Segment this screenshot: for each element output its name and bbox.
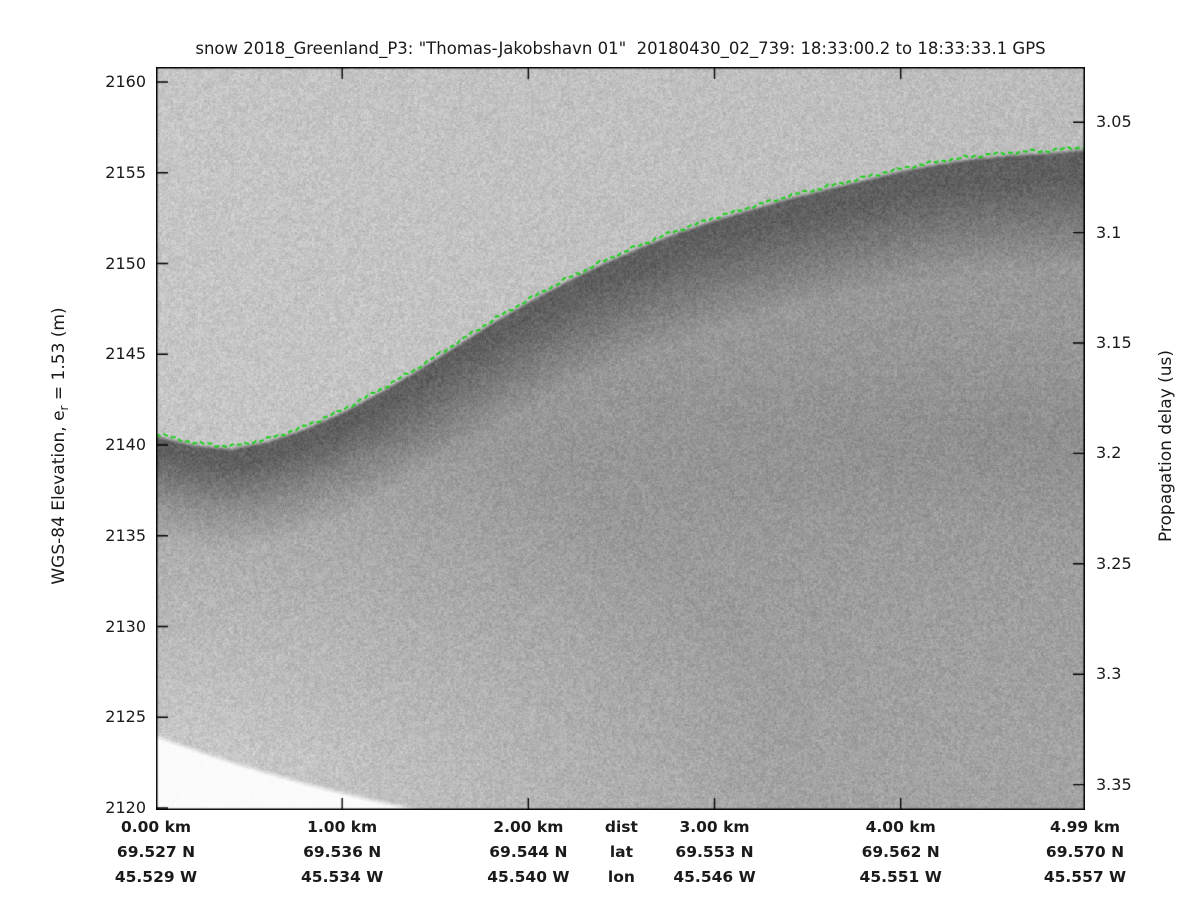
x-dist-label: 3.00 km [679, 818, 750, 836]
left-tick-label: 2150 [105, 253, 146, 273]
x-dist-label: 4.99 km [1049, 818, 1121, 836]
left-axis-label: WGS-84 Elevation, er = 1.53 (m) [49, 307, 71, 584]
x-lat-label: 69.570 N [1045, 843, 1125, 861]
left-tick-label: 2120 [105, 798, 146, 817]
right-tick-label: 3.1 [1096, 222, 1122, 242]
x-dist-label: 4.00 km [865, 818, 936, 836]
x-lat-label: 69.527 N [116, 843, 196, 861]
left-axis-label-pre: WGS-84 Elevation, e [48, 410, 69, 585]
left-tick-label: 2140 [105, 435, 146, 455]
x-lat-label: 69.553 N [675, 843, 754, 861]
x-lat-label: 69.562 N [861, 843, 940, 861]
right-tick-label: 3.3 [1096, 664, 1122, 684]
right-tick-label: 3.25 [1096, 553, 1132, 573]
left-axis-label-post: = 1.53 (m) [48, 307, 69, 406]
x-lon-label: 45.529 W [114, 868, 198, 886]
x-dist-label: 1.00 km [307, 818, 378, 836]
x-header-lon: lon [607, 868, 635, 886]
left-axis-label-sub: r [57, 405, 72, 411]
right-tick-label: 3.15 [1096, 333, 1132, 352]
echogram-canvas[interactable] [156, 67, 1085, 810]
x-lon-label: 45.557 W [1043, 868, 1127, 886]
left-tick-label: 2130 [105, 616, 146, 636]
x-lat-label: 69.536 N [303, 843, 382, 861]
left-tick-label: 2135 [105, 525, 146, 545]
x-lon-label: 45.546 W [673, 868, 756, 886]
left-tick-label: 2125 [105, 707, 146, 727]
x-lon-label: 45.534 W [301, 868, 384, 886]
x-header-lat: lat [609, 843, 634, 861]
x-lat-label: 69.544 N [489, 843, 568, 861]
right-tick-label: 3.2 [1096, 443, 1122, 463]
right-axis-label: Propagation delay (us) [1156, 349, 1176, 543]
x-header-dist: dist [604, 818, 638, 836]
x-lon-label: 45.540 W [487, 868, 570, 886]
left-tick-label: 2160 [105, 72, 146, 92]
left-tick-label: 2155 [105, 162, 146, 182]
right-tick-label: 3.05 [1096, 112, 1132, 132]
x-lon-label: 45.551 W [859, 868, 942, 886]
left-tick-label: 2145 [105, 344, 146, 364]
x-dist-label: 2.00 km [493, 818, 564, 836]
right-tick-label: 3.35 [1096, 774, 1132, 794]
x-dist-label: 0.00 km [120, 818, 192, 836]
figure-title: snow 2018_Greenland_P3: "Thomas-Jakobsha… [195, 39, 1046, 58]
